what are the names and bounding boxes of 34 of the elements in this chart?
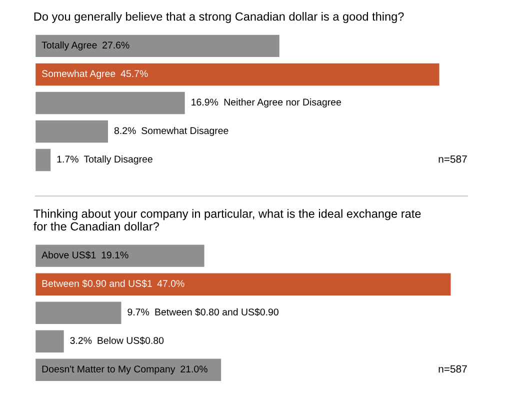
chart-title: Do you generally believe that a strong Canadian dollar is a good thing?: [34, 12, 404, 24]
annotation: n=587: [438, 155, 467, 163]
y-tick-label: Somewhat Disagree: [142, 126, 228, 136]
y-tick-label: Totally Agree: [42, 41, 97, 50]
bar: [36, 330, 64, 352]
chart-title: Thinking about your company in particular, what is the ideal exchange rate for the Canadian dollar?: [34, 209, 421, 231]
data-label: 1.7%: [57, 156, 78, 163]
data-label: 21.0%: [180, 366, 208, 372]
y-tick-label: Somewhat Agree: [42, 70, 116, 79]
data-label: 9.7%: [128, 308, 150, 316]
data-label: 45.7%: [120, 70, 148, 78]
bar: [36, 120, 108, 143]
data-label: 3.2%: [70, 337, 92, 344]
y-tick-label: Neither Agree nor Disagree: [224, 98, 341, 108]
bar: [36, 92, 185, 114]
y-tick-label: Between $0.90 and US$1: [42, 280, 152, 288]
bar: [36, 273, 451, 296]
bar: [36, 63, 440, 86]
data-label: 47.0%: [157, 280, 184, 287]
bar: [36, 34, 280, 58]
y-tick-label: Between $0.80 and US$0.90: [155, 308, 278, 316]
bar: [36, 244, 204, 267]
bar: [36, 148, 51, 172]
annotation: n=587: [438, 365, 467, 373]
data-label: 27.6%: [102, 42, 130, 49]
data-label: 8.2%: [114, 127, 136, 134]
data-label: 19.1%: [102, 252, 128, 258]
y-tick-label: Doesn't Matter to My Company: [42, 366, 176, 374]
data-label: 16.9%: [192, 98, 218, 106]
y-tick-label: Above US$1: [42, 251, 96, 260]
bar: [36, 358, 222, 381]
y-tick-label: Totally Disagree: [84, 155, 152, 165]
y-tick-label: Below US$0.80: [98, 336, 164, 345]
bar: [36, 302, 122, 324]
